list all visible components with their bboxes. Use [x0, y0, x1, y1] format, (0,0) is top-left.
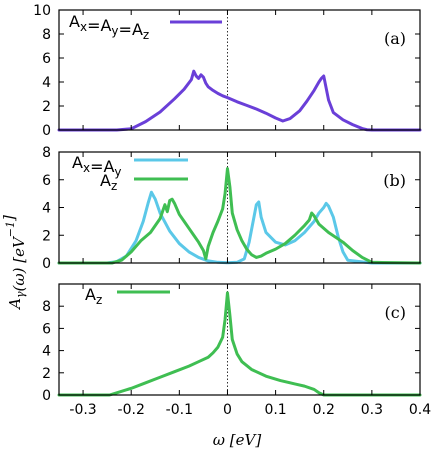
legend-label: Az — [100, 171, 117, 193]
y-tick-label: 0 — [42, 123, 51, 139]
panels-group: 0246810(a)Ax=Ay=Az02468(b)Ax=AyAz02468-0… — [33, 3, 431, 418]
y-tick-label: 6 — [42, 173, 51, 189]
plot-frame — [58, 283, 421, 396]
y-tick-label: 4 — [42, 75, 51, 91]
legend-label: Az — [85, 285, 102, 307]
series-line-b-1 — [57, 167, 422, 265]
y-tick-label: 8 — [42, 145, 51, 161]
x-tick-label: 0.4 — [409, 402, 431, 418]
y-tick-label: 8 — [42, 27, 51, 43]
y-axis-label: Aγ(ω) [eV−1] — [0, 215, 28, 311]
y-tick-label: 8 — [42, 299, 51, 315]
x-axis-label: ω [eV] — [213, 431, 262, 449]
y-tick-label: 4 — [42, 201, 51, 217]
legend-label: Ax=Ay=Az — [69, 12, 149, 42]
series-line-a-0 — [57, 69, 422, 132]
x-tick-label: 0 — [223, 402, 232, 418]
series-line-c-0 — [57, 291, 422, 397]
panel-label: (c) — [385, 303, 406, 322]
panel-label: (b) — [383, 171, 406, 190]
y-tick-label: 6 — [42, 321, 51, 337]
x-tick-label: -0.1 — [166, 402, 193, 418]
y-tick-label: 4 — [42, 344, 51, 360]
x-tick-label: -0.3 — [69, 402, 96, 418]
panel-label: (a) — [384, 29, 406, 48]
legend-label: Ax=Ay — [72, 153, 122, 179]
plot-frame — [58, 9, 421, 131]
x-tick-label: 0.2 — [313, 402, 335, 418]
y-tick-label: 2 — [42, 99, 51, 115]
y-tick-label: 6 — [42, 51, 51, 67]
panel-a: 0 2 4 6 8 10 (a) Ax=Ay=Az — [33, 3, 422, 139]
y-tick-label: 2 — [42, 228, 51, 244]
y-tick-label: 2 — [42, 366, 51, 382]
x-tick-label: -0.2 — [118, 402, 145, 418]
panel-c: 0 2 4 6 8 -0.3 -0.2 -0.1 0 0.1 0.2 0.3 0.4 (c) Az — [42, 283, 431, 418]
y-tick-label: 0 — [42, 388, 51, 404]
y-tick-label: 10 — [33, 3, 51, 19]
series-line-b-0 — [57, 190, 422, 265]
y-tick-label: 0 — [42, 256, 51, 272]
x-tick-label: 0.3 — [361, 402, 383, 418]
x-tick-label: 0.1 — [264, 402, 286, 418]
